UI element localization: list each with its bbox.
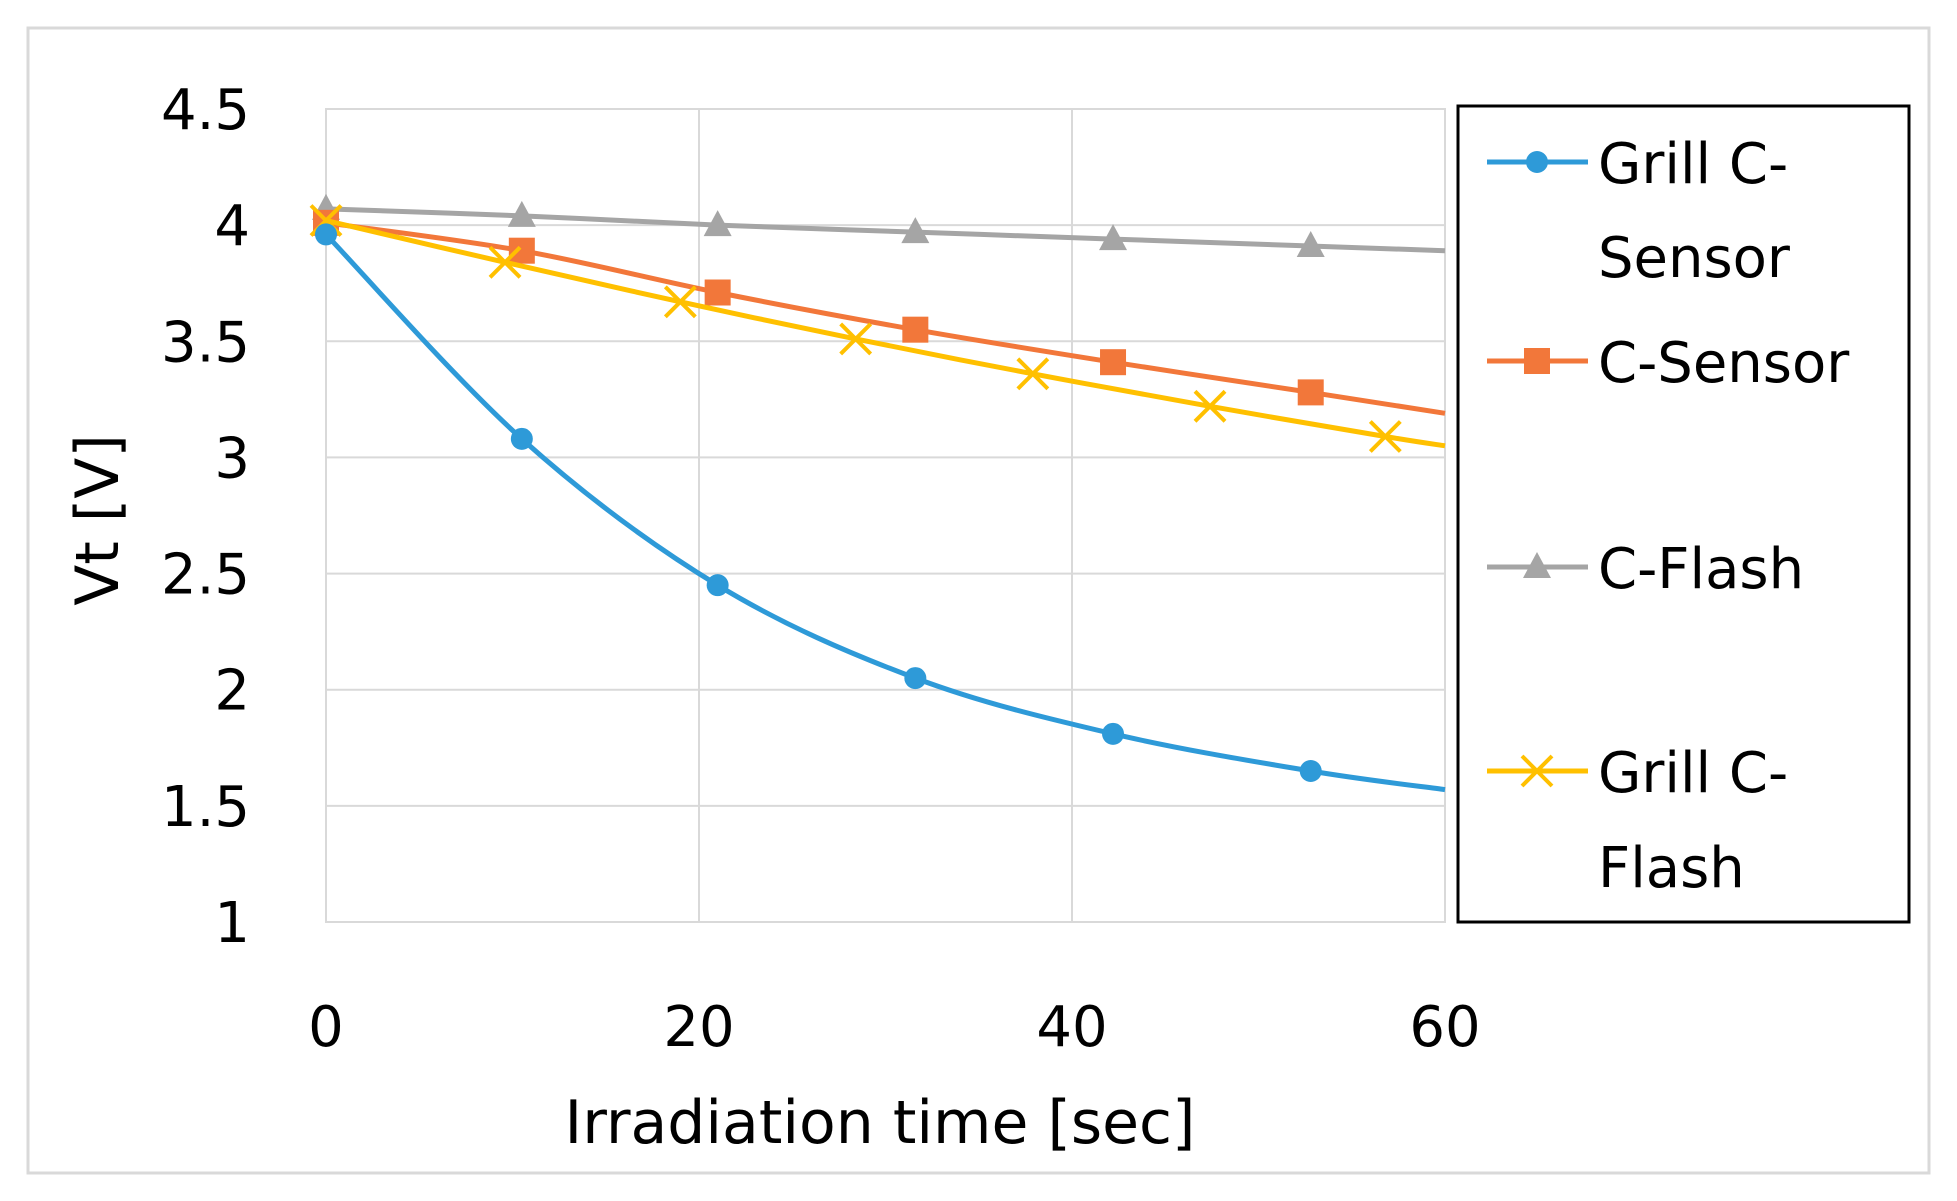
legend-swatch-marker <box>1526 151 1548 173</box>
x-axis-label: Irradiation time [sec] <box>565 1088 1196 1158</box>
series-line <box>324 232 1446 793</box>
x-tick-label: 40 <box>1036 995 1107 1060</box>
legend-item: C-Flash <box>1487 537 1804 602</box>
legend-label: Flash <box>1598 836 1745 901</box>
data-point-marker <box>1299 760 1322 783</box>
x-tick-label: 60 <box>1409 995 1480 1060</box>
legend-swatch-marker <box>1524 348 1550 374</box>
data-point-marker <box>1297 379 1324 406</box>
legend-item: Grill C- Flash <box>1487 741 1788 901</box>
data-point-marker <box>507 200 536 227</box>
data-point-marker <box>1099 224 1128 251</box>
y-tick-label: 2 <box>214 659 250 724</box>
data-point-marker <box>1368 420 1402 453</box>
data-point-marker <box>706 574 729 597</box>
data-point-marker <box>663 285 697 319</box>
y-tick-label: 3 <box>214 426 250 491</box>
data-point-marker <box>904 667 927 690</box>
legend-label: Grill C- <box>1598 132 1788 197</box>
x-tick-label: 0 <box>308 995 344 1060</box>
series-line <box>325 218 1446 449</box>
data-point-marker <box>488 245 522 279</box>
data-point-marker <box>703 210 732 237</box>
data-point-marker <box>508 237 535 264</box>
series-grill-c-sensor <box>315 223 1446 793</box>
legend-item: C-Sensor <box>1487 331 1850 396</box>
y-tick-label: 2.5 <box>161 543 250 608</box>
data-point-marker <box>1100 349 1127 376</box>
data-point-marker <box>1102 722 1125 745</box>
y-axis-ticks: 1 1.5 2 2.5 3 3.5 4 4.5 <box>161 78 250 956</box>
legend: Grill C- Sensor C-Sensor C-Flash Grill C- Fla… <box>1456 104 1911 924</box>
data-point-marker <box>510 427 533 450</box>
data-point-marker <box>1193 389 1227 423</box>
series-c-sensor <box>313 209 1446 416</box>
data-point-marker <box>902 316 929 343</box>
legend-label: C-Flash <box>1598 537 1804 602</box>
data-point-marker <box>839 322 873 356</box>
data-point-marker <box>901 217 930 244</box>
plot-area <box>325 108 1446 923</box>
data-point-marker <box>1296 231 1325 258</box>
series-c-flash <box>312 193 1446 258</box>
legend-swatch-marker <box>1520 754 1554 788</box>
legend-label: C-Sensor <box>1598 331 1850 396</box>
data-point-marker <box>704 279 731 306</box>
y-tick-label: 1 <box>214 891 250 956</box>
legend-items: Grill C- Sensor C-Sensor C-Flash Grill C- Fla… <box>1487 132 1850 901</box>
y-axis-label: Vt [V] <box>63 434 133 606</box>
data-point-marker <box>315 223 337 246</box>
y-tick-label: 1.5 <box>161 775 250 840</box>
legend-item: Grill C- Sensor <box>1487 132 1791 291</box>
y-tick-label: 3.5 <box>161 310 250 375</box>
y-tick-label: 4 <box>214 194 250 259</box>
series-layer <box>309 193 1446 793</box>
x-tick-label: 20 <box>663 995 734 1060</box>
data-point-marker <box>1016 357 1050 391</box>
legend-label: Sensor <box>1598 226 1791 291</box>
legend-swatch-marker <box>1523 552 1551 578</box>
x-axis-ticks: 0 20 40 60 <box>308 995 1480 1060</box>
legend-box <box>1456 104 1911 924</box>
y-tick-label: 4.5 <box>161 78 250 143</box>
legend-label: Grill C- <box>1598 741 1788 806</box>
